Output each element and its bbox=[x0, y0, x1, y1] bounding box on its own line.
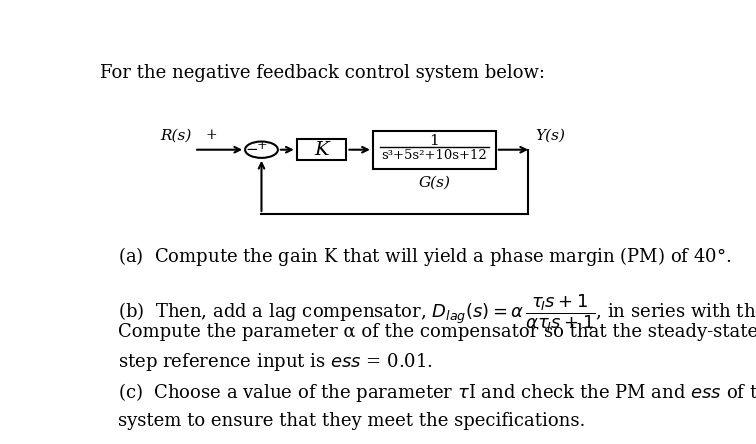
Text: G(s): G(s) bbox=[418, 176, 451, 190]
FancyBboxPatch shape bbox=[296, 139, 346, 160]
Text: system to ensure that they meet the specifications.: system to ensure that they meet the spec… bbox=[118, 412, 585, 430]
Text: For the negative feedback control system below:: For the negative feedback control system… bbox=[101, 63, 545, 82]
Text: R(s): R(s) bbox=[160, 128, 191, 143]
Text: +: + bbox=[256, 139, 267, 152]
Text: K: K bbox=[314, 141, 329, 159]
FancyBboxPatch shape bbox=[373, 131, 496, 169]
Text: (c)  Choose a value of the parameter $\tau$I and check the PM and $\mathit{ess}$: (c) Choose a value of the parameter $\ta… bbox=[118, 381, 756, 404]
Text: Compute the parameter α of the compensator so that the steady-state error to a u: Compute the parameter α of the compensat… bbox=[118, 323, 756, 341]
Text: (a)  Compute the gain K that will yield a phase margin (PM) of 40$\degree$.: (a) Compute the gain K that will yield a… bbox=[118, 245, 731, 268]
Text: −: − bbox=[245, 143, 258, 157]
Text: Y(s): Y(s) bbox=[536, 128, 565, 143]
Text: 1: 1 bbox=[429, 135, 439, 148]
Text: step reference input is $\mathit{ess}$ = 0.01.: step reference input is $\mathit{ess}$ =… bbox=[118, 351, 433, 373]
Text: s³+5s²+10s+12: s³+5s²+10s+12 bbox=[382, 149, 487, 163]
Text: +: + bbox=[206, 128, 218, 143]
Text: (b)  Then, add a lag compensator, $D_{\mathit{lag}}(s) = \alpha\,\dfrac{\tau_{\!: (b) Then, add a lag compensator, $D_{\ma… bbox=[118, 293, 756, 334]
